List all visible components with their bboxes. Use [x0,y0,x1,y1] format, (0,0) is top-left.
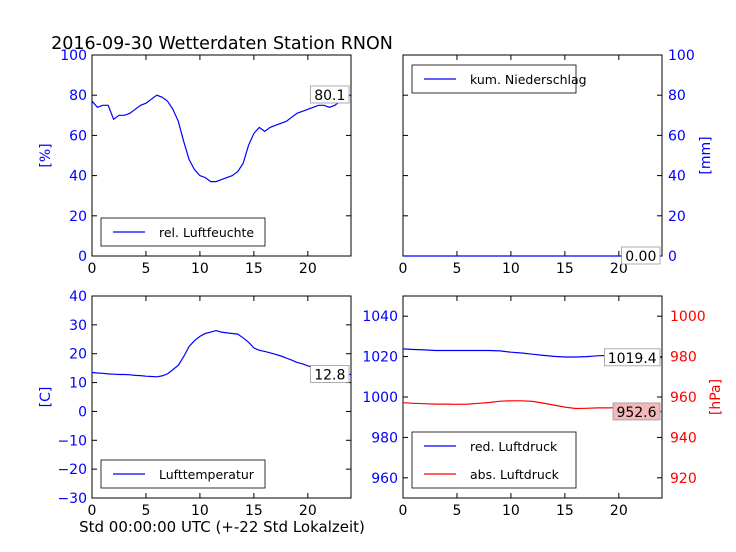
y-right-tick-label: 960 [670,390,697,406]
y-tick-label: 0 [78,249,87,265]
y-tick-label: 100 [668,48,695,64]
y-right-tick-label: 940 [670,430,697,446]
x-axis-label: Std 00:00:00 UTC (+-22 Std Lokalzeit) [79,518,365,536]
y-tick-label: 1000 [362,390,398,406]
y-tick-label: 0 [78,404,87,420]
x-tick-label: 15 [245,261,263,277]
legend-label: kum. Niederschlag [470,72,587,87]
plot-frame [91,295,352,499]
x-tick-label: 20 [299,503,317,519]
y-tick-label: 60 [69,128,87,144]
last-value-box [310,85,350,104]
legend-label: red. Luftdruck [470,439,558,454]
y-tick-label: 980 [371,430,398,446]
y-right-tick-label: 920 [670,471,697,487]
y-tick-label: 20 [69,347,87,363]
y-tick-label: 80 [69,88,87,104]
x-tick-label: 15 [556,503,574,519]
x-tick-label: 5 [452,503,461,519]
plot-frame [91,54,352,257]
y-tick-label: 40 [668,169,686,185]
last-value-label: 80.1 [314,88,345,104]
last-value-label: 12.8 [314,367,345,383]
x-tick-label: 20 [610,503,628,519]
last-value-box [621,246,661,265]
y-tick-label: 1040 [362,309,398,325]
x-tick-label: 5 [141,261,150,277]
last-value-label: 952.6 [616,405,656,421]
x-tick-label: 0 [88,503,97,519]
last-value-box [604,348,661,367]
y-tick-label: 0 [668,249,677,265]
x-tick-label: 10 [191,261,209,277]
x-tick-label: 0 [88,261,97,277]
x-tick-label: 5 [141,503,150,519]
y-tick-label: 100 [60,48,87,64]
y-tick-label: 20 [668,209,686,225]
y-tick-label: 40 [69,289,87,305]
x-tick-label: 10 [502,261,520,277]
y-tick-label: 30 [69,318,87,334]
x-tick-label: 10 [502,503,520,519]
last-value-box [612,402,661,421]
y-tick-label: 1020 [362,350,398,366]
y-tick-label: 20 [69,209,87,225]
x-tick-label: 0 [399,261,408,277]
y-axis-label: [%] [38,143,54,167]
y-tick-label: 40 [69,169,87,185]
x-tick-label: 20 [610,261,628,277]
x-tick-label: 5 [452,261,461,277]
legend-label: abs. Luftdruck [470,467,560,482]
y-tick-label: −20 [57,462,87,478]
y-tick-label: 60 [668,128,686,144]
x-tick-label: 10 [191,503,209,519]
y-axis-label: [C] [38,387,54,408]
y-tick-label: 80 [668,88,686,104]
legend-label: rel. Luftfeuchte [159,225,254,240]
legend-label: Lufttemperatur [159,467,255,482]
panel-humidity: 0 5 10 15 20 0 20 40 60 80 100 [%] 80.1 rel. Luftfeuc… [38,48,352,277]
y-right-axis-label: [hPa] [708,379,724,415]
y-tick-label: 960 [371,471,398,487]
y-axis-label: [mm] [698,136,714,174]
y-tick-label: 10 [69,376,87,392]
panel-precip: 0 5 10 15 20 0 20 40 60 80 100 [mm] 0.00 kum. Nieders… [399,48,714,277]
y-right-tick-label: 980 [670,350,697,366]
last-value-label: 1019.4 [608,351,657,367]
figure-title: 2016-09-30 Wetterdaten Station RNON [51,34,393,54]
last-value-label: 0.00 [625,249,656,265]
y-tick-label: −30 [57,491,87,507]
series-line-temperature-0 [91,329,352,378]
series-line-humidity-0 [91,94,352,183]
last-value-box [310,365,350,383]
x-tick-label: 0 [399,503,408,519]
panel-temperature: 0 5 10 15 20 −30 −20 −10 0 10 20 30 40 [C] 12.8 Lufttem… [38,289,352,519]
panel-pressure: 0 5 10 15 20 960 980 1000 1020 1040 920 940 960 980 10… [362,295,724,519]
x-tick-label: 15 [245,503,263,519]
legend-box [411,431,577,489]
y-tick-label: −10 [57,433,87,449]
x-tick-label: 20 [299,261,317,277]
x-tick-label: 15 [556,261,574,277]
y-right-tick-label: 1000 [670,309,706,325]
